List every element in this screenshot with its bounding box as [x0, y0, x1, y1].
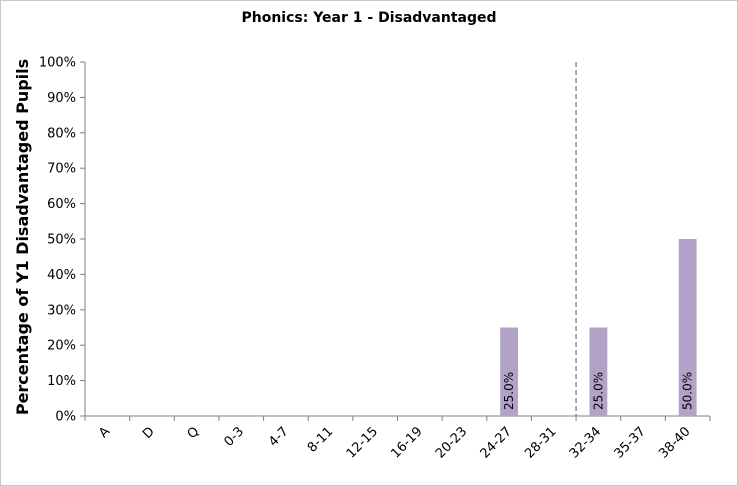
y-tick-label: 50%	[47, 233, 76, 248]
x-tick-label: 8-11	[305, 424, 336, 455]
x-tick-label: 35-37	[612, 424, 649, 461]
y-axis-label: Percentage of Y1 Disadvantaged Pupils	[13, 59, 32, 415]
x-tick-label: 28-31	[522, 424, 559, 461]
bar	[678, 239, 697, 416]
x-tick-label: 4-7	[266, 424, 292, 450]
x-tick-label: Q	[185, 424, 203, 442]
y-tick-label: 40%	[47, 268, 76, 283]
y-tick-label: 0%	[55, 410, 76, 425]
x-tick-label: A	[96, 424, 113, 441]
bar	[589, 327, 608, 416]
x-tick-label: D	[140, 424, 158, 442]
y-tick-label: 100%	[39, 56, 76, 71]
y-tick-label: 70%	[47, 162, 76, 177]
x-tick-label: 32-34	[567, 424, 604, 461]
y-tick-label: 20%	[47, 339, 76, 354]
x-tick-label: 16-19	[388, 424, 425, 461]
x-tick-label: 38-40	[656, 424, 693, 461]
x-tick-label: 0-3	[221, 424, 247, 450]
x-tick-label: 12-15	[344, 424, 381, 461]
y-tick-label: 60%	[47, 197, 76, 212]
x-tick-label: 20-23	[433, 424, 470, 461]
y-tick-label: 90%	[47, 91, 76, 106]
plot-area: 0% 10% 20% 30% 40% 50% 60% 70% 80% 90% 100% A D Q 0-3 4…	[39, 56, 711, 462]
y-tick-label: 30%	[47, 303, 76, 318]
x-tick-label: 24-27	[478, 424, 515, 461]
y-tick-label: 10%	[47, 374, 76, 389]
y-tick-label: 80%	[47, 126, 76, 141]
data-label: 50.0%	[681, 372, 695, 410]
bar	[500, 327, 519, 416]
data-label: 25.0%	[502, 372, 516, 410]
chart-title: Phonics: Year 1 - Disadvantaged	[241, 10, 496, 26]
data-label: 25.0%	[591, 372, 605, 410]
